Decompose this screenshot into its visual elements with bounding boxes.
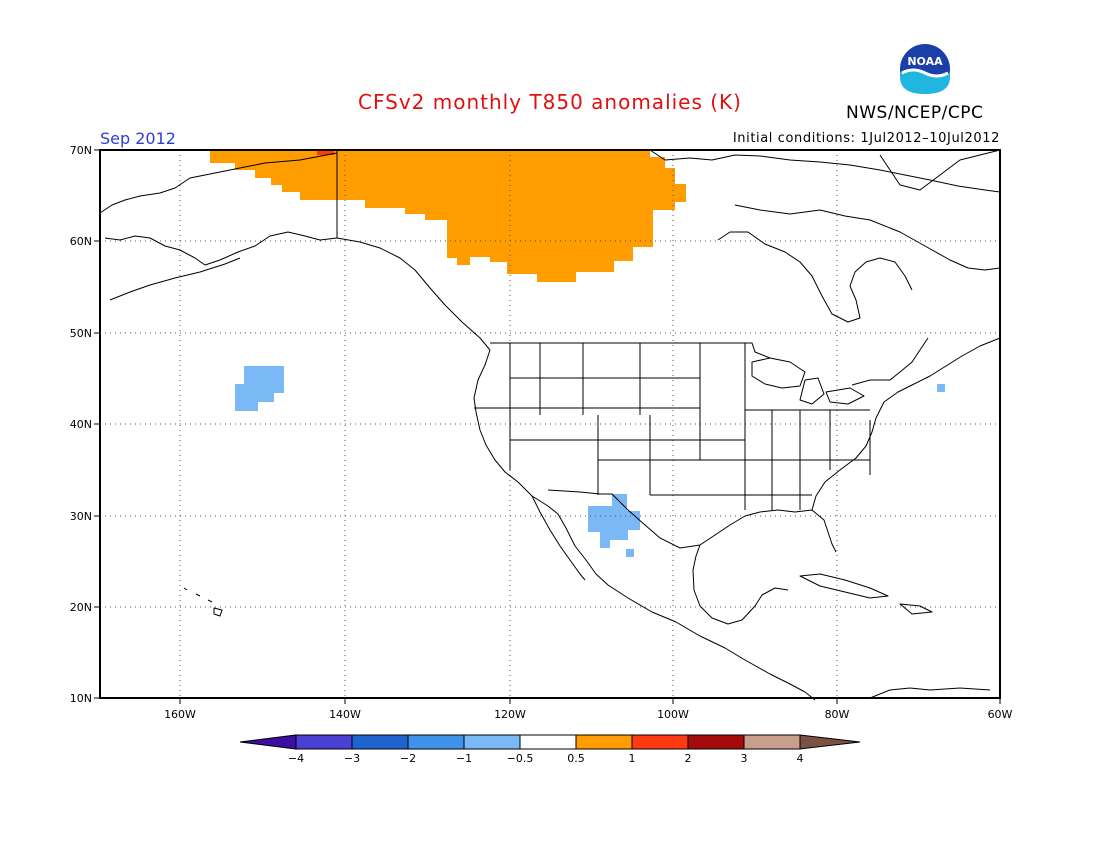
latitude-labels: 70N 60N 50N 40N 30N 20N 10N	[70, 144, 92, 705]
colorbar-cell	[575, 734, 633, 750]
colorbar-label: −4	[287, 752, 305, 765]
lon-label: 100W	[657, 708, 689, 721]
lat-label: 70N	[70, 144, 92, 157]
lon-label: 60W	[988, 708, 1013, 721]
colorbar-label: 0.5	[567, 752, 585, 765]
lon-label: 160W	[164, 708, 196, 721]
noaa-logo-icon: NOAA	[900, 44, 950, 94]
colorbar-low-arrow	[239, 734, 297, 750]
lat-label: 30N	[70, 510, 92, 523]
colorbar-label: −0.5	[506, 752, 534, 765]
longitude-labels: 160W 140W 120W 100W 80W 60W	[164, 708, 1012, 721]
colorbar-label: −1	[455, 752, 473, 765]
map-title: CFSv2 monthly T850 anomalies (K)	[358, 90, 742, 114]
lat-label: 60N	[70, 235, 92, 248]
lon-label: 140W	[329, 708, 361, 721]
initial-conditions: Initial conditions: 1Jul2012–10Jul2012	[732, 131, 1000, 146]
colorbar-cell	[687, 734, 745, 750]
lat-label: 10N	[70, 692, 92, 705]
colorbar-cell	[743, 734, 801, 750]
colorbar-label: 2	[684, 752, 692, 765]
valid-month: Sep 2012	[100, 129, 176, 148]
cool-anomaly-pacific	[235, 366, 284, 411]
colorbar-label: 3	[740, 752, 748, 765]
colorbar-high-arrow	[799, 734, 861, 750]
coastlines	[99, 149, 1001, 701]
cool-anomaly-southwest	[588, 494, 640, 548]
warm-anomaly-small	[317, 150, 334, 155]
colorbar-cell	[407, 734, 465, 750]
lat-label: 50N	[70, 327, 92, 340]
lat-label: 20N	[70, 601, 92, 614]
lon-label: 120W	[494, 708, 526, 721]
lat-label: 40N	[70, 418, 92, 431]
lon-label: 80W	[825, 708, 850, 721]
graticule	[100, 150, 1000, 698]
cool-anomaly-dot-2	[937, 384, 945, 392]
colorbar	[239, 734, 861, 750]
colorbar-cell	[631, 734, 689, 750]
agency-label: NWS/NCEP/CPC	[846, 103, 984, 123]
colorbar-cell	[463, 734, 521, 750]
warm-anomaly-area	[210, 150, 686, 282]
colorbar-label: −2	[399, 752, 417, 765]
svg-text:NOAA: NOAA	[907, 55, 943, 68]
colorbar-cell	[295, 734, 353, 750]
colorbar-label: 4	[796, 752, 804, 765]
political-borders	[336, 150, 929, 549]
colorbar-label: 1	[628, 752, 636, 765]
colorbar-label: −3	[343, 752, 361, 765]
colorbar-cell	[351, 734, 409, 750]
colorbar-cell	[519, 734, 577, 750]
cool-anomaly-dot-1	[626, 549, 634, 557]
